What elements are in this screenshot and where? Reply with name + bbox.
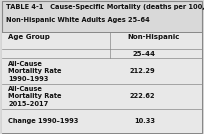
Text: Non-Hispanic White Adults Ages 25–64: Non-Hispanic White Adults Ages 25–64 [6,17,150,23]
Text: TABLE 4-1   Cause-Specific Mortality (deaths per 100,000 pc: TABLE 4-1 Cause-Specific Mortality (deat… [6,4,204,10]
Text: Non-Hispanic: Non-Hispanic [127,34,180,40]
Text: 10.33: 10.33 [134,118,155,124]
Text: 212.29: 212.29 [129,68,155,74]
Text: All-Cause
Mortality Rate
2015–2017: All-Cause Mortality Rate 2015–2017 [8,86,62,107]
Text: Age Group: Age Group [8,34,50,40]
Bar [2,32,202,133]
Text: Change 1990–1993: Change 1990–1993 [8,118,79,124]
Text: 222.62: 222.62 [129,94,155,99]
Text: 25–44: 25–44 [132,51,155,57]
Text: All-Cause
Mortality Rate
1990–1993: All-Cause Mortality Rate 1990–1993 [8,61,62,81]
